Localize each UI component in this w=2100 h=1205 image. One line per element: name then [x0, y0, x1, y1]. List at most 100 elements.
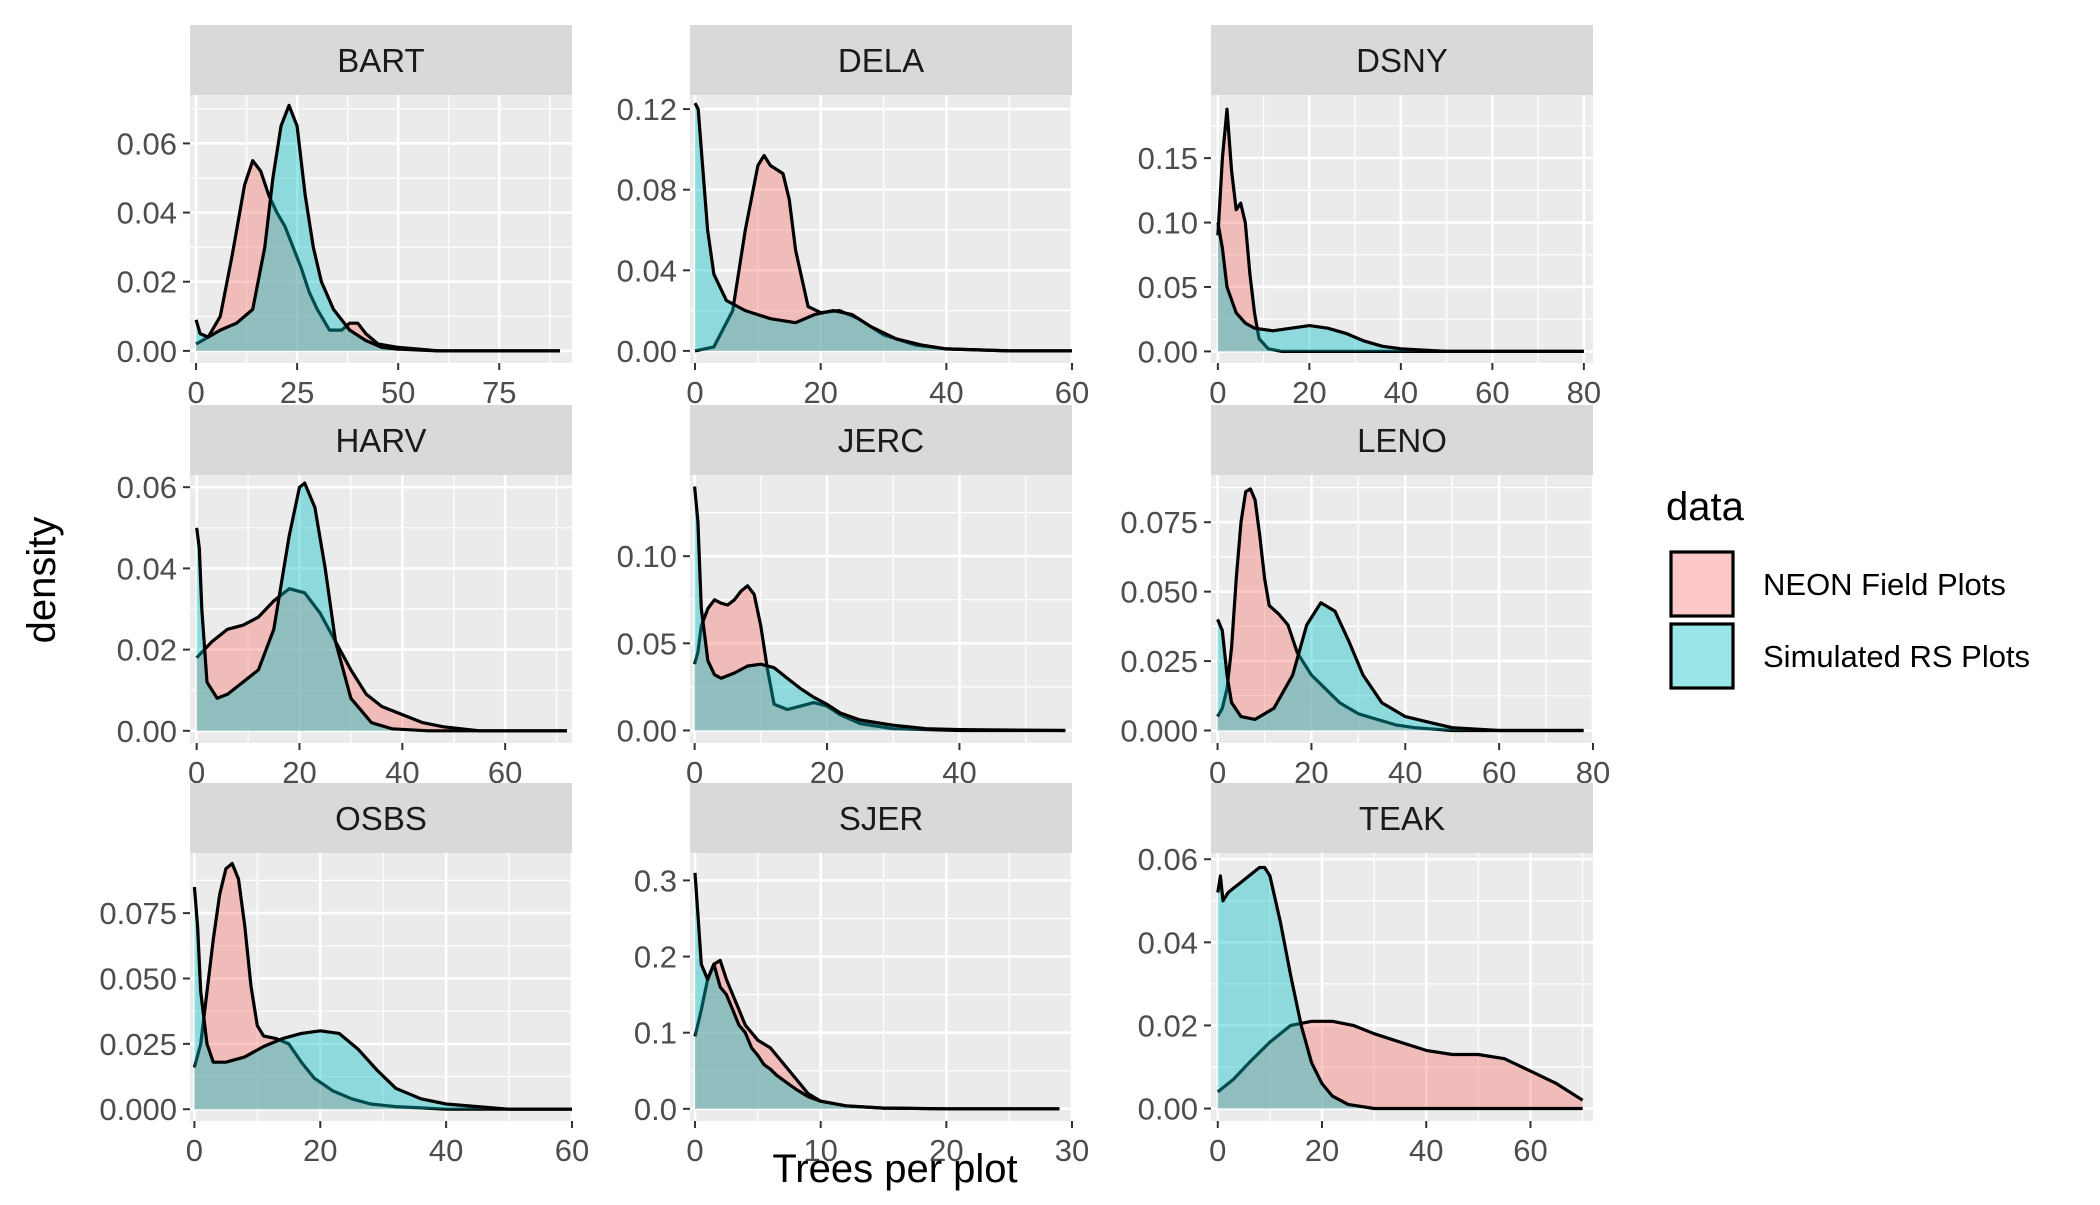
density-area-neon-field-plots: [694, 585, 1066, 731]
x-axis-title: Trees per plot: [772, 1147, 1017, 1191]
y-tick-label: 0.02: [117, 633, 177, 668]
density-line-neon-field-plots: [693, 584, 1066, 733]
y-tick-label: 0.0: [634, 1092, 677, 1127]
y-tick-label: 0.025: [99, 1027, 177, 1062]
x-tick-label: 0: [186, 1133, 203, 1168]
legend-key-swatch: [1669, 622, 1735, 690]
y-tick-label: 0.00: [617, 713, 677, 748]
y-tick-label: 0.00: [617, 334, 677, 369]
x-tick-label: 40: [1409, 1133, 1443, 1168]
density-area-simulated-rs-plots: [1217, 222, 1584, 352]
density-area-neon-field-plots: [194, 863, 572, 1110]
legend-key-swatch: [1669, 550, 1735, 618]
x-tick-label: 60: [1475, 375, 1509, 410]
y-tick-label: 0.00: [117, 334, 177, 369]
facet-strip-label: TEAK: [1359, 800, 1445, 837]
y-tick-label: 0.075: [1120, 505, 1198, 540]
density-line-neon-field-plots: [195, 159, 560, 353]
x-tick-label: 40: [929, 375, 963, 410]
y-tick-label: 0.06: [117, 126, 177, 161]
y-tick-label: 0.04: [1138, 925, 1198, 960]
y-tick-label: 0.1: [634, 1016, 677, 1051]
panel-background: [190, 95, 572, 363]
y-tick-label: 0.10: [617, 539, 677, 574]
x-tick-label: 60: [1055, 375, 1089, 410]
x-tick-label: 0: [1209, 755, 1226, 790]
y-tick-label: 0.04: [117, 551, 177, 586]
density-area-neon-field-plots: [1217, 1021, 1583, 1109]
x-tick-label: 20: [1305, 1133, 1339, 1168]
y-tick-label: 0.10: [1138, 206, 1198, 241]
y-tick-label: 0.075: [99, 896, 177, 931]
density-line-simulated-rs-plots: [693, 102, 1072, 353]
facet-strip-label: OSBS: [335, 800, 427, 837]
facet-panel-osbs: OSBS 0 20 40 60 0.000 0.025 0.050 0.075: [99, 783, 589, 1168]
facet-strip-label: SJER: [839, 800, 923, 837]
x-tick-label: 10: [803, 1133, 837, 1168]
y-tick-label: 0.000: [99, 1092, 177, 1127]
facet-strip: [690, 783, 1072, 853]
facet-strip-label: DELA: [838, 42, 924, 79]
density-line-simulated-rs-plots: [1216, 601, 1584, 733]
y-tick-label: 0.05: [617, 626, 677, 661]
x-tick-label: 40: [1384, 375, 1418, 410]
y-tick-label: 0.02: [1138, 1008, 1198, 1043]
facet-strip: [1211, 405, 1593, 475]
density-area-simulated-rs-plots: [695, 103, 1072, 351]
facet-strip: [690, 405, 1072, 475]
legend-entry-label: NEON Field Plots: [1763, 567, 2006, 602]
panel-background: [690, 95, 1072, 363]
density-area-simulated-rs-plots: [1217, 602, 1584, 731]
legend-entry-label: Simulated RS Plots: [1763, 639, 2030, 674]
legend-title: data: [1666, 485, 1745, 529]
density-line-neon-field-plots: [1216, 1019, 1584, 1102]
y-tick-label: 0.000: [1120, 714, 1198, 749]
x-tick-label: 80: [1567, 375, 1601, 410]
density-line-neon-field-plots: [1216, 487, 1584, 733]
x-tick-label: 75: [482, 375, 516, 410]
facet-strip: [1211, 25, 1593, 95]
x-tick-label: 0: [686, 375, 703, 410]
density-line-simulated-rs-plots: [1216, 865, 1583, 1111]
density-line-neon-field-plots: [192, 861, 572, 1111]
panel-background: [690, 853, 1072, 1121]
y-tick-label: 0.15: [1138, 141, 1198, 176]
facet-panel-bart: BART 0 25 50 75 0.00 0.02 0.04 0.06: [117, 25, 572, 410]
density-area-simulated-rs-plots: [194, 887, 572, 1110]
facet-strip-label: BART: [337, 42, 424, 79]
density-line-simulated-rs-plots: [194, 103, 560, 353]
density-line-simulated-rs-plots: [195, 481, 567, 733]
facet-strip-label: LENO: [1357, 422, 1447, 459]
y-tick-label: 0.06: [117, 470, 177, 505]
y-tick-label: 0.08: [617, 173, 677, 208]
density-area-simulated-rs-plots: [1217, 867, 1583, 1109]
panel-background: [690, 475, 1072, 743]
y-tick-label: 0.12: [617, 92, 677, 127]
x-tick-label: 60: [555, 1133, 589, 1168]
facet-panel-sjer: SJER 0 10 20 30 0.0 0.1 0.2 0.3: [634, 783, 1089, 1168]
x-tick-label: 40: [429, 1133, 463, 1168]
facet-strip: [190, 783, 572, 853]
x-tick-label: 0: [1209, 1133, 1226, 1168]
facet-panel-teak: TEAK 0 20 40 60 0.00 0.02 0.04 0.06: [1138, 783, 1593, 1168]
density-line-simulated-rs-plots: [1216, 222, 1584, 353]
y-tick-label: 0.00: [1138, 334, 1198, 369]
facet-strip: [1211, 783, 1593, 853]
density-line-neon-field-plots: [195, 587, 567, 733]
y-tick-label: 0.025: [1120, 644, 1198, 679]
x-tick-label: 0: [686, 755, 703, 790]
facet-strip: [190, 405, 572, 475]
density-area-neon-field-plots: [1217, 488, 1584, 731]
facet-panel-dsny: DSNY 0 20 40 60 80 0.00 0.05 0.10 0.15: [1138, 25, 1601, 410]
density-line-neon-field-plots: [1216, 107, 1584, 353]
x-tick-label: 0: [1209, 375, 1226, 410]
facet-strip: [190, 25, 572, 95]
y-tick-label: 0.00: [117, 714, 177, 749]
y-tick-label: 0.06: [1138, 842, 1198, 877]
y-tick-label: 0.05: [1138, 270, 1198, 305]
x-tick-label: 25: [280, 375, 314, 410]
x-tick-label: 30: [1055, 1133, 1089, 1168]
